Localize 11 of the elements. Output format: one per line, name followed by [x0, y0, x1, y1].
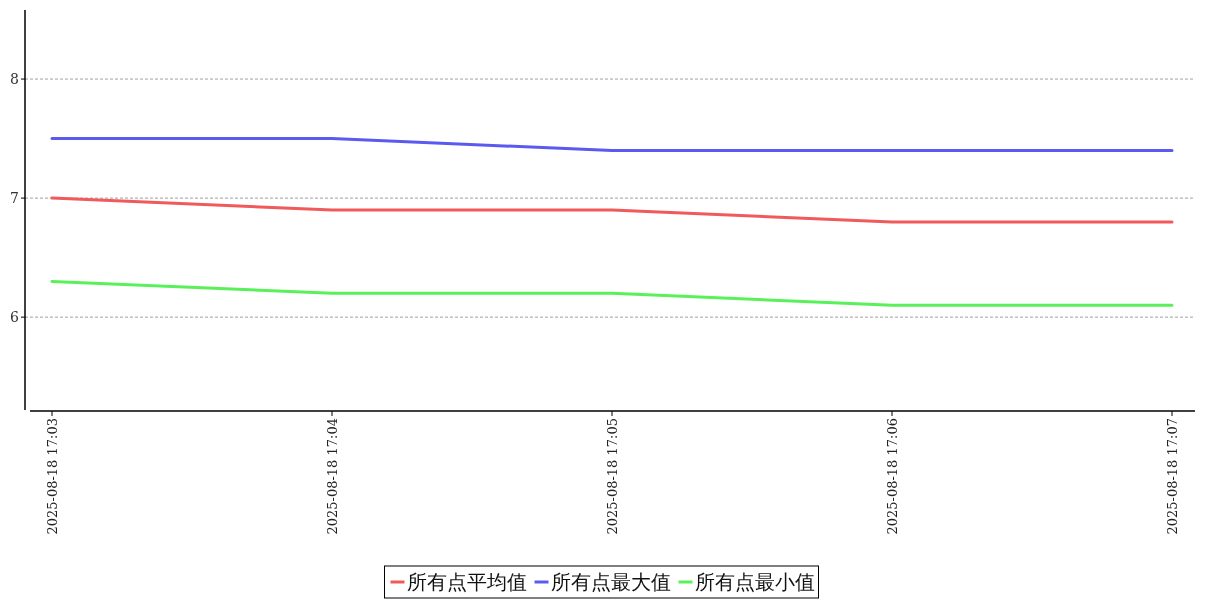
- x-tick-label: 2025-08-18 17:05: [605, 418, 620, 535]
- x-tick-label: 2025-08-18 17:03: [45, 418, 60, 535]
- legend-label: 所有点最大值: [550, 570, 671, 594]
- x-tick-label: 2025-08-18 17:04: [325, 418, 340, 535]
- legend-label: 所有点平均值: [406, 570, 527, 594]
- y-tick-label: 7: [10, 190, 19, 207]
- y-tick-label: 6: [10, 309, 20, 326]
- x-tick-label: 2025-08-18 17:06: [885, 418, 900, 535]
- x-tick-label: 2025-08-18 17:07: [1165, 418, 1180, 535]
- legend-label: 所有点最小值: [694, 570, 815, 594]
- y-tick-label: 8: [10, 71, 19, 88]
